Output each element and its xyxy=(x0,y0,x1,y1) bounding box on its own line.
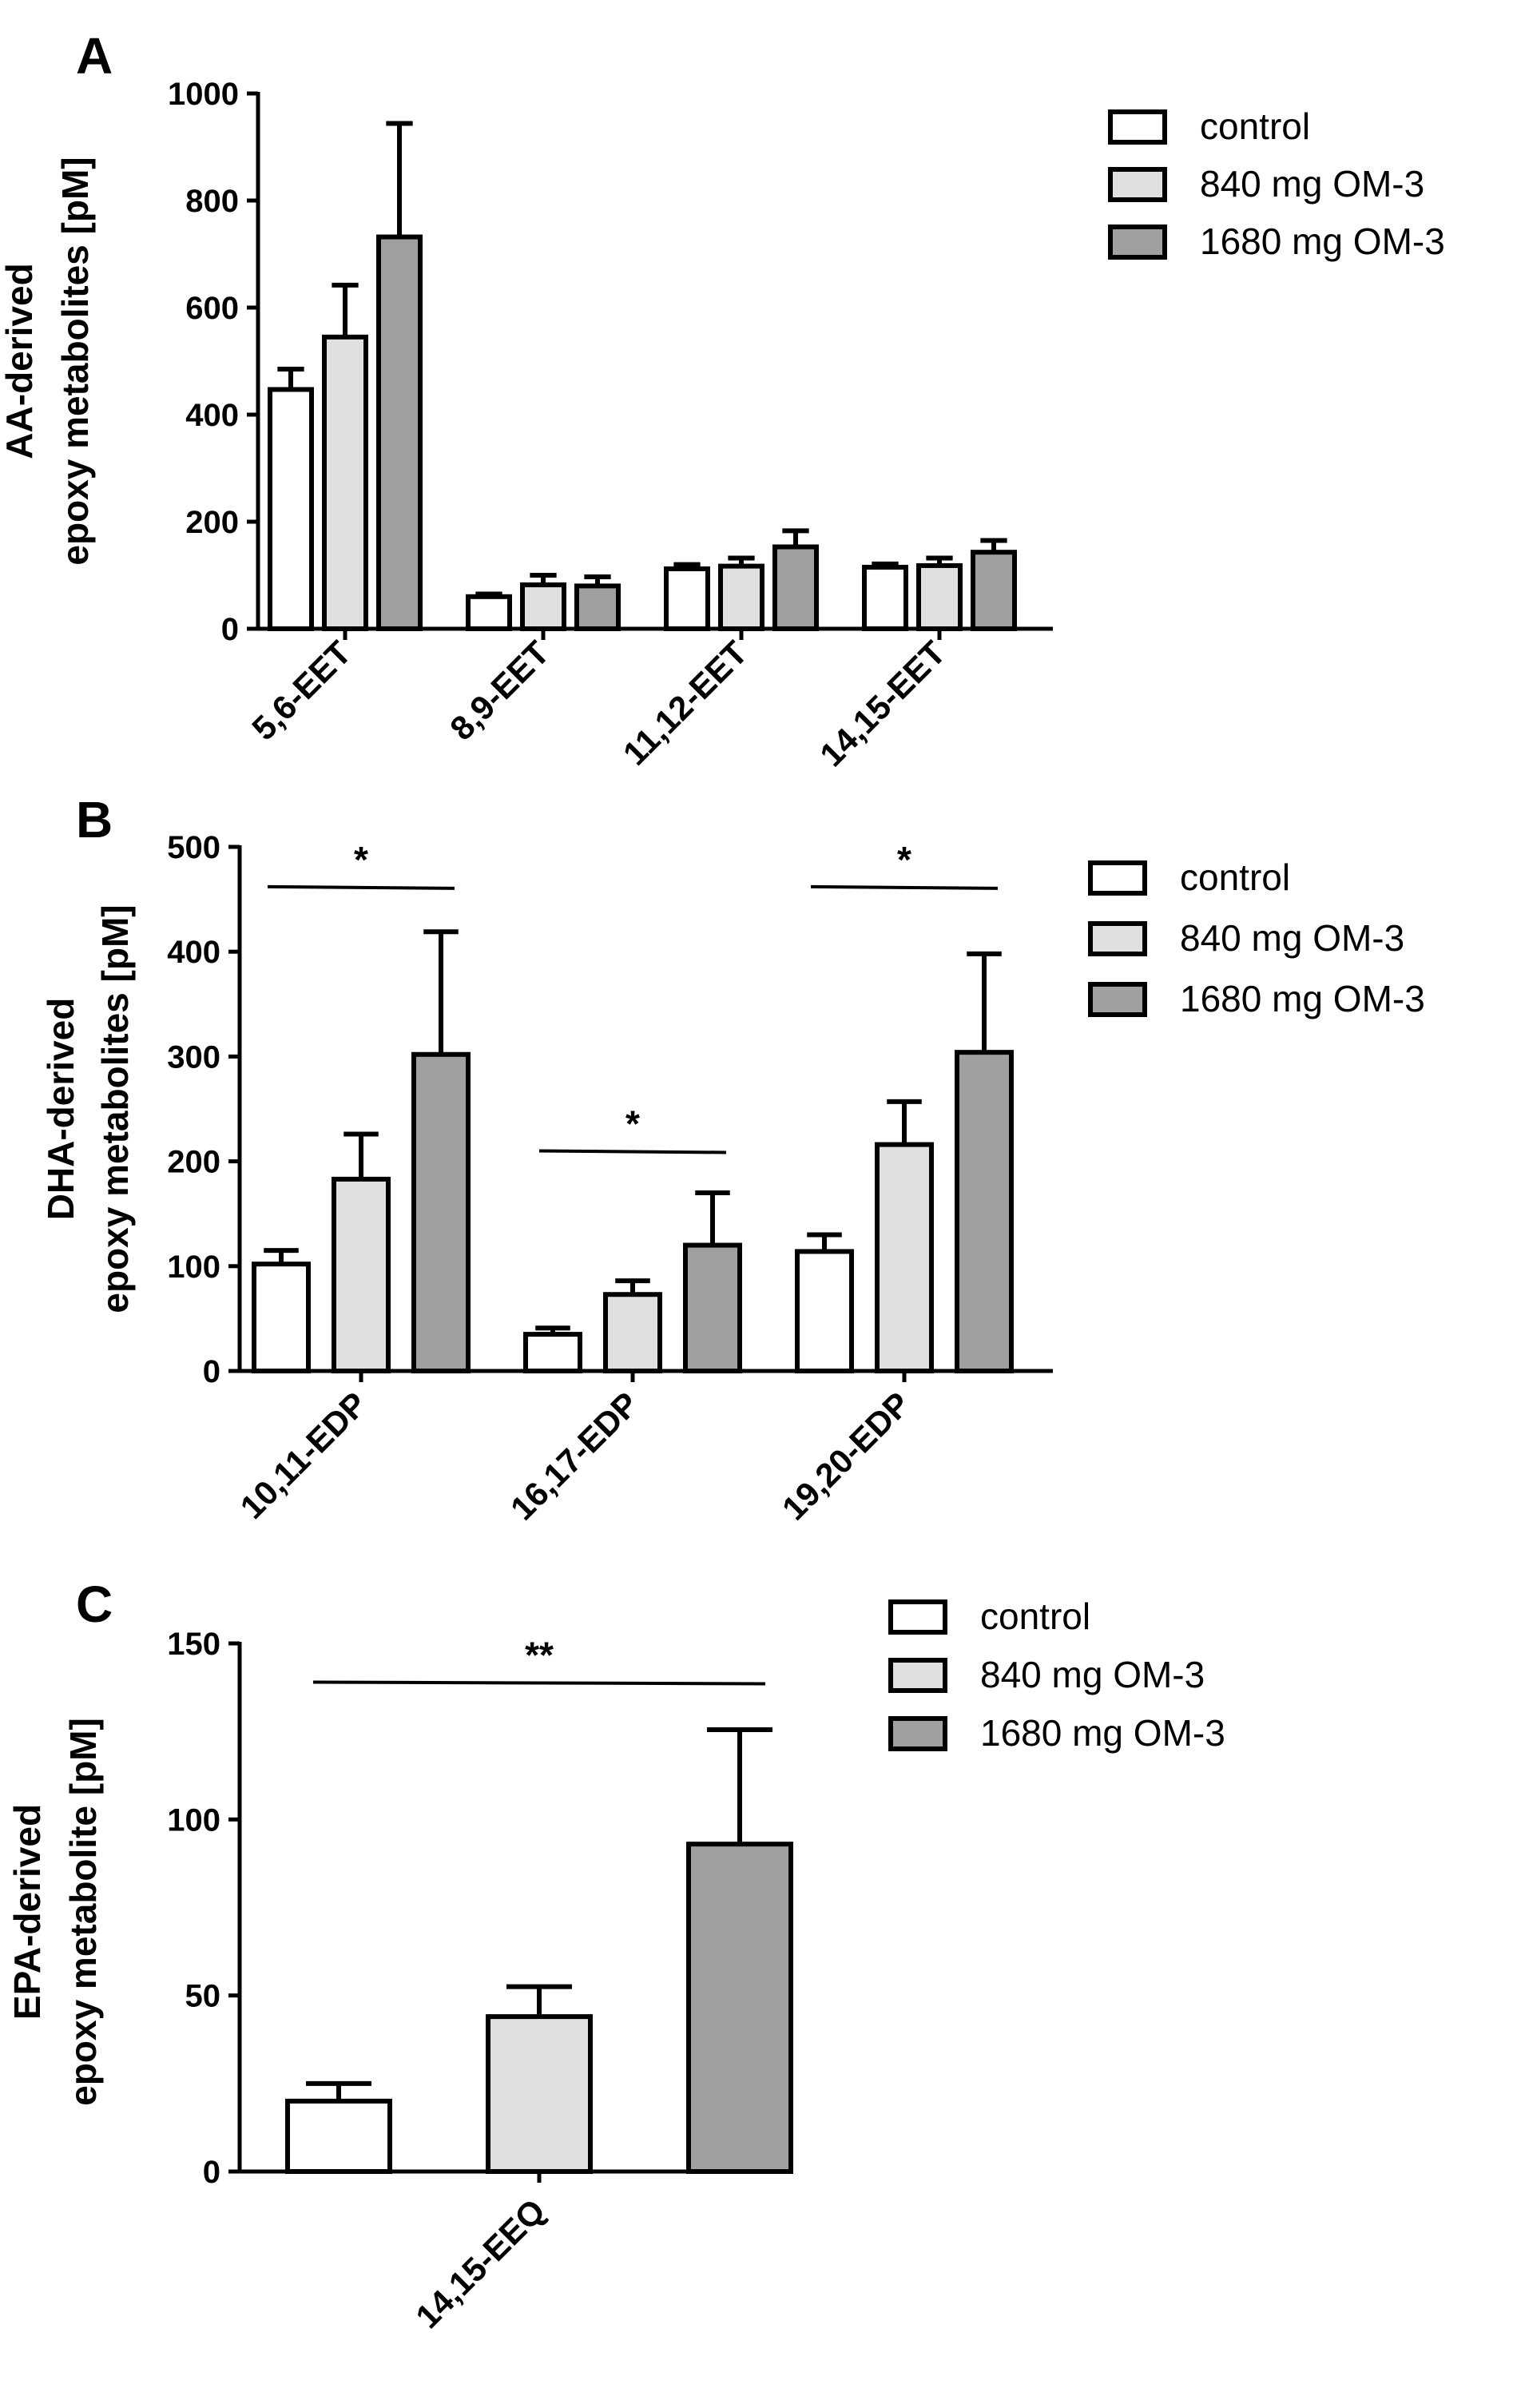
y-tick-label: 800 xyxy=(185,184,239,219)
bar xyxy=(603,1292,662,1373)
legend-label: control xyxy=(980,1595,1090,1637)
legend-label: 1680 mg OM-3 xyxy=(980,1712,1225,1754)
bar xyxy=(955,1050,1014,1373)
bar xyxy=(875,1142,934,1374)
bar xyxy=(520,582,566,631)
x-category-label: 14,15-EET xyxy=(812,634,952,773)
panel-letter: C xyxy=(76,1576,113,1633)
significance-line xyxy=(538,1149,727,1154)
x-category-label: 10,11-EDP xyxy=(232,1385,374,1526)
y-axis-label: epoxy metabolites [pM] xyxy=(54,157,96,565)
legend-swatch xyxy=(1108,225,1167,260)
y-tick-label: 200 xyxy=(167,1145,220,1180)
legend-label: 840 mg OM-3 xyxy=(1180,917,1404,959)
panel-a: A AA-derived epoxy metabolites [pM] 0 200 400… xyxy=(0,27,1445,773)
y-tick-label: 100 xyxy=(167,1802,220,1838)
bar xyxy=(486,2014,593,2175)
y-tick-label: 300 xyxy=(167,1039,220,1075)
bar xyxy=(683,1242,742,1374)
panel-letter: B xyxy=(76,791,113,848)
y-axis-label: AA-derived xyxy=(0,263,40,459)
bar xyxy=(686,1842,793,2174)
x-category-label: 14,15-EEQ xyxy=(408,2191,552,2335)
y-tick-label: 500 xyxy=(167,830,220,865)
legend-label: 840 mg OM-3 xyxy=(980,1654,1205,1695)
y-tick-label: 200 xyxy=(185,505,239,540)
legend-label: 840 mg OM-3 xyxy=(1200,163,1424,205)
significance-label: ** xyxy=(525,1634,554,1675)
bar xyxy=(523,1332,582,1373)
significance-label: * xyxy=(354,839,368,880)
y-tick-label: 0 xyxy=(203,2155,220,2190)
bar xyxy=(376,234,423,631)
bar xyxy=(322,334,368,631)
x-category-label: 11,12-EET xyxy=(616,634,755,773)
significance-label: * xyxy=(897,839,911,880)
bar xyxy=(971,550,1017,631)
bar xyxy=(718,563,764,631)
bar xyxy=(285,2098,392,2175)
significance-line xyxy=(810,884,999,890)
bar xyxy=(795,1249,854,1373)
x-category-label: 5,6-EET xyxy=(244,634,358,747)
legend-swatch xyxy=(1088,921,1147,956)
legend-swatch xyxy=(1108,109,1167,145)
significance-line xyxy=(312,1680,766,1686)
bar xyxy=(862,564,908,632)
legend-label: 1680 mg OM-3 xyxy=(1200,221,1445,262)
y-tick-label: 150 xyxy=(167,1627,220,1662)
significance-line xyxy=(267,884,455,890)
legend-label: control xyxy=(1200,105,1310,147)
y-axis-label: EPA-derived xyxy=(6,1804,48,2020)
legend-swatch xyxy=(1108,167,1167,202)
panel-c: C EPA-derived epoxy metabolite [pM] 0 50 100 1… xyxy=(6,1576,1225,2335)
bar xyxy=(252,1262,311,1374)
legend-label: 1680 mg OM-3 xyxy=(1180,978,1425,1019)
legend-label: control xyxy=(1180,856,1290,898)
bar xyxy=(332,1176,391,1374)
legend-swatch xyxy=(888,1599,947,1635)
bar xyxy=(916,562,963,631)
y-tick-label: 600 xyxy=(185,291,239,326)
legend-swatch xyxy=(1088,982,1147,1017)
panel-b: B DHA-derived epoxy metabolites [pM] 0 100 20… xyxy=(40,791,1425,1528)
x-category-label: 16,17-EDP xyxy=(503,1385,646,1528)
x-category-label: 19,20-EDP xyxy=(775,1385,918,1528)
legend-swatch xyxy=(888,1658,947,1693)
significance-label: * xyxy=(625,1103,640,1144)
bar xyxy=(772,544,819,631)
x-category-label: 8,9-EET xyxy=(443,634,556,747)
y-tick-label: 400 xyxy=(167,935,220,970)
y-tick-label: 0 xyxy=(221,612,239,647)
y-tick-label: 100 xyxy=(167,1250,220,1285)
bar xyxy=(466,594,512,631)
y-tick-label: 400 xyxy=(185,398,239,433)
y-axis-label: epoxy metabolites [pM] xyxy=(94,904,136,1313)
y-tick-label: 0 xyxy=(203,1354,220,1389)
bar xyxy=(411,1051,471,1373)
y-tick-label: 1000 xyxy=(168,77,239,112)
y-tick-label: 50 xyxy=(185,1979,221,2014)
panel-letter: A xyxy=(76,27,113,85)
bar xyxy=(664,566,710,632)
y-axis-label: DHA-derived xyxy=(40,998,81,1221)
legend-swatch xyxy=(1088,860,1147,896)
bar xyxy=(574,583,621,632)
y-axis-label: epoxy metabolite [pM] xyxy=(62,1718,104,2106)
bar xyxy=(268,387,314,631)
legend-swatch xyxy=(888,1716,947,1751)
